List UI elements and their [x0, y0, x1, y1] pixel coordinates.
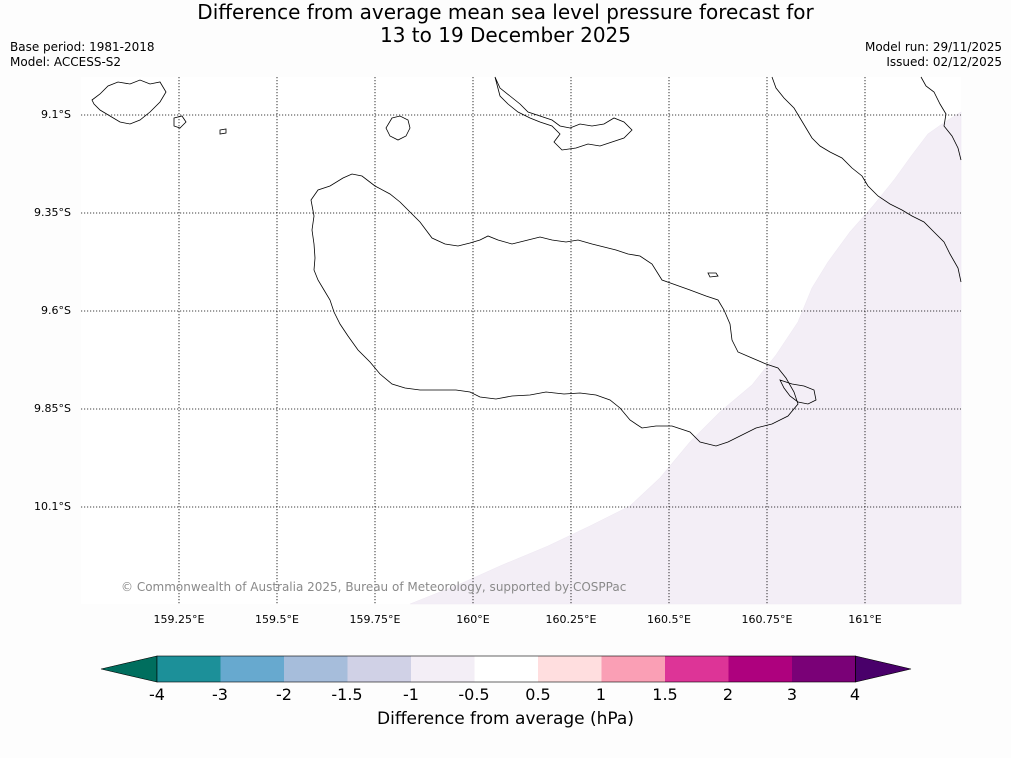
- lat-label: 9.6°S: [41, 304, 71, 317]
- colorbar-swatch: [347, 656, 411, 682]
- colorbar-tick-label: -4: [149, 685, 165, 704]
- colorbar-swatch: [411, 656, 475, 682]
- chart-title-line2: 13 to 19 December 2025: [379, 23, 631, 47]
- lon-label: 160.75°E: [741, 613, 793, 626]
- colorbar: [100, 655, 912, 683]
- colorbar-swatch: [538, 656, 602, 682]
- colorbar-tick-label: -2: [276, 685, 292, 704]
- lat-label: 9.85°S: [34, 402, 71, 415]
- russell-islet2-coastline: [219, 128, 227, 135]
- colorbar-swatch: [728, 656, 792, 682]
- colorbar-swatch: [220, 656, 284, 682]
- colorbar-swatch: [284, 656, 348, 682]
- chart-title-line1: Difference from average mean sea level p…: [197, 0, 814, 24]
- colorbar-tick-label: 2: [722, 685, 734, 704]
- colorbar-swatch: [157, 656, 221, 682]
- colorbar-swatch: [601, 656, 665, 682]
- colorbar-label: Difference from average (hPa): [377, 709, 634, 729]
- lon-label: 161°E: [848, 613, 882, 626]
- issued-text: Issued: 02/12/2025: [886, 55, 1002, 69]
- colorbar-outline: [156, 655, 856, 683]
- malaita-north-coastline: [920, 76, 962, 161]
- colorbar-extend-low: [100, 655, 158, 683]
- model-text: Model: ACCESS-S2: [10, 55, 122, 69]
- russell-islet-coastline: [173, 115, 187, 129]
- lat-label: 9.1°S: [41, 108, 71, 121]
- colorbar-tick-label: -1: [403, 685, 419, 704]
- lon-label: 160.5°E: [647, 613, 691, 626]
- lat-label: 9.35°S: [34, 206, 71, 219]
- russell-islands-coastline: [91, 79, 167, 125]
- lon-label: 159.5°E: [255, 613, 299, 626]
- lon-label: 159.75°E: [349, 613, 401, 626]
- guadalcanal-coastline: [310, 173, 799, 447]
- savo-island-coastline: [385, 115, 411, 141]
- small-islet-coastline: [707, 272, 719, 278]
- colorbar-tick-label: 3: [786, 685, 798, 704]
- lat-label: 10.1°S: [34, 500, 71, 513]
- colorbar-tick-label: 4: [849, 685, 861, 704]
- base-period-text: Base period: 1981-2018: [10, 40, 155, 54]
- colorbar-tick-label: -3: [212, 685, 228, 704]
- colorbar-tick-label: 1.5: [652, 685, 678, 704]
- lon-label: 160°E: [456, 613, 490, 626]
- coastlines: [91, 76, 962, 447]
- marau-islets-coastline: [779, 379, 817, 405]
- colorbar-swatch: [665, 656, 729, 682]
- colorbar-tick-label: 1: [595, 685, 607, 704]
- ngella-islands-coastline: [494, 76, 633, 151]
- copyright-text: © Commonwealth of Australia 2025, Bureau…: [121, 580, 627, 594]
- colorbar-swatch: [474, 656, 538, 682]
- model-run-text: Model run: 29/11/2025: [864, 40, 1002, 54]
- colorbar-tick-label: -1.5: [331, 685, 363, 704]
- lon-label: 159.25°E: [153, 613, 205, 626]
- lon-label: 160.25°E: [545, 613, 597, 626]
- colorbar-tick-label: 0.5: [525, 685, 551, 704]
- graticule: [81, 77, 961, 604]
- pressure-anomaly-shading: [409, 111, 962, 605]
- colorbar-tick-label: -0.5: [458, 685, 490, 704]
- colorbar-swatch: [792, 656, 856, 682]
- malaita-coastline: [771, 76, 962, 283]
- colorbar-extend-high: [855, 655, 912, 683]
